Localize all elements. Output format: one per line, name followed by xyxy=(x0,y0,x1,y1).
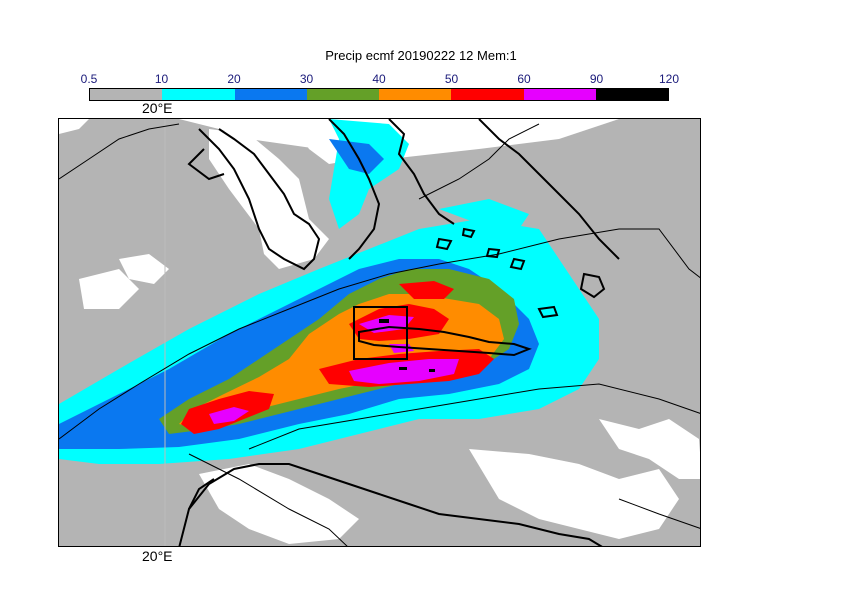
coastlines xyxy=(178,119,620,546)
colorbar-segment xyxy=(523,89,596,100)
colorbar-segment xyxy=(306,89,379,100)
colorbar xyxy=(89,88,669,101)
colorbar-segment xyxy=(451,89,524,100)
colorbar-tick: 60 xyxy=(517,72,531,86)
colorbar-tick: 40 xyxy=(372,72,386,86)
border-lines xyxy=(59,123,700,546)
colorbar-tick: 20 xyxy=(227,72,241,86)
plot-title: Precip ecmf 20190222 12 Mem:1 xyxy=(325,48,517,63)
colorbar-tick: 30 xyxy=(299,72,314,86)
precip-90-120 xyxy=(379,319,435,372)
colorbar-tick: 120 xyxy=(658,72,680,86)
colorbar-segment xyxy=(379,89,452,100)
longitude-label-bottom: 20°E xyxy=(142,548,173,564)
map-canvas xyxy=(59,119,700,546)
colorbar-segment xyxy=(162,89,235,100)
colorbar-tick: 50 xyxy=(444,72,459,86)
colorbar-tick: 0.5 xyxy=(80,72,98,86)
colorbar-tick: 10 xyxy=(154,72,169,86)
precip-map xyxy=(58,118,701,547)
colorbar-tick: 90 xyxy=(589,72,604,86)
longitude-label-top: 20°E xyxy=(142,100,173,116)
colorbar-tick-labels: 0.5 10 20 30 40 50 60 90 120 xyxy=(0,72,842,88)
focus-boxes xyxy=(353,306,408,360)
colorbar-segment xyxy=(234,89,307,100)
colorbar-segment xyxy=(90,89,163,100)
colorbar-segment xyxy=(595,89,668,100)
